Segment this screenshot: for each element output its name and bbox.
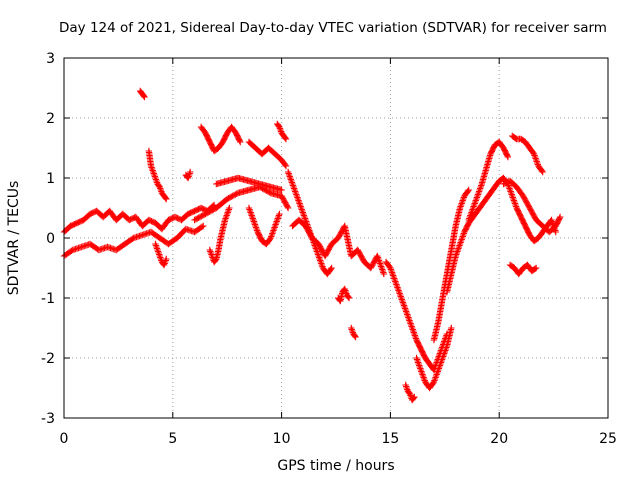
data-point	[327, 266, 334, 273]
data-point	[531, 265, 539, 272]
data-point	[191, 216, 198, 224]
y-axis-label: SDTVAR / TECUs	[6, 181, 22, 296]
data-point	[429, 380, 437, 387]
x-tick-label: 25	[599, 431, 617, 447]
data-point	[232, 191, 239, 198]
data-point	[210, 206, 217, 213]
chart-title: Day 124 of 2021, Sidereal Day-to-day VTE…	[59, 20, 607, 36]
y-tick-label: 3	[46, 51, 55, 67]
data-point	[196, 213, 204, 221]
data-point	[129, 235, 136, 243]
data-point	[411, 393, 418, 401]
data-point	[204, 209, 212, 216]
data-point	[209, 207, 216, 214]
data-point	[192, 216, 200, 223]
data-point	[207, 207, 215, 215]
data-point	[229, 192, 236, 200]
data-point	[194, 215, 201, 222]
data-point	[226, 204, 233, 212]
data-point	[266, 236, 274, 243]
data-point	[202, 210, 209, 218]
y-tick-label: -2	[41, 351, 55, 367]
data-point	[163, 195, 170, 203]
data-point	[200, 211, 208, 218]
y-tick-label: -1	[41, 291, 55, 307]
data-point	[198, 213, 205, 220]
data-point	[380, 270, 388, 278]
data-point	[278, 186, 285, 194]
data-point	[198, 223, 206, 231]
data-point	[140, 92, 147, 100]
data-point	[529, 149, 537, 156]
data-point	[237, 138, 244, 146]
data-point	[556, 215, 563, 222]
y-tick-label: -3	[41, 411, 55, 427]
data-point	[266, 189, 273, 196]
data-point	[351, 332, 359, 340]
data-point	[206, 208, 213, 215]
data-point	[284, 204, 292, 212]
data-point	[556, 213, 564, 221]
data-point	[284, 203, 291, 210]
data-point	[203, 210, 210, 217]
data-point	[386, 263, 393, 270]
data-point	[225, 195, 232, 202]
data-point	[504, 152, 511, 159]
data-point	[200, 222, 207, 230]
data-point	[345, 294, 353, 302]
data-point	[236, 137, 243, 144]
axis-ticks: 0 5 10 15 20 25 -3 -2 -1 0 1 2 3	[41, 51, 617, 447]
x-axis-label: GPS time / hours	[277, 458, 394, 474]
data-point	[282, 135, 290, 143]
data-points	[60, 87, 564, 404]
data-point	[552, 228, 559, 236]
data-point	[141, 93, 148, 101]
x-tick-label: 20	[490, 431, 508, 447]
y-tick-label: 1	[46, 171, 55, 187]
data-point	[282, 162, 290, 170]
x-tick-label: 15	[381, 431, 399, 447]
y-tick-label: 2	[46, 111, 55, 127]
data-point	[504, 153, 512, 161]
data-point	[228, 193, 235, 200]
data-point	[410, 394, 417, 402]
data-point	[224, 195, 231, 203]
data-point	[328, 264, 335, 272]
data-point	[68, 247, 75, 255]
x-tick-label: 5	[168, 431, 177, 447]
x-tick-label: 0	[60, 431, 69, 447]
data-point	[163, 255, 170, 263]
data-point	[276, 210, 283, 218]
data-point	[233, 190, 240, 197]
data-point	[465, 186, 472, 194]
data-point	[532, 264, 540, 272]
data-point	[282, 134, 289, 142]
data-point	[345, 293, 352, 301]
data-point	[230, 192, 238, 199]
data-point	[352, 333, 359, 341]
data-point	[226, 194, 234, 201]
data-point	[448, 324, 455, 332]
data-point	[187, 168, 194, 176]
data-point	[281, 161, 289, 168]
data-point	[538, 167, 546, 174]
data-point	[195, 214, 202, 221]
y-tick-label: 0	[46, 231, 55, 247]
x-tick-label: 10	[273, 431, 291, 447]
data-point	[199, 212, 206, 219]
data-point	[162, 194, 169, 202]
data-point	[539, 168, 546, 176]
data-point	[464, 188, 472, 195]
